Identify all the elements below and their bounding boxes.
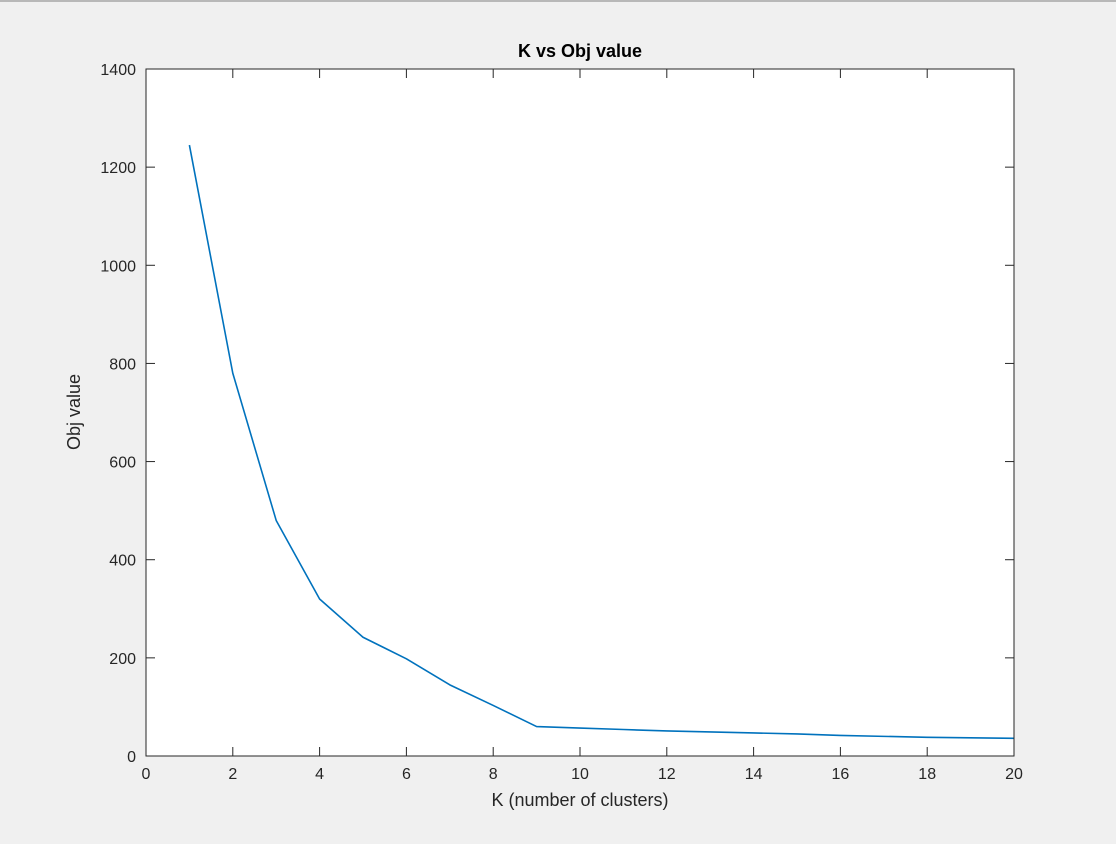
x-tick-label: 4 <box>315 766 324 783</box>
ticks-layer: 0 2 4 6 8 10 12 14 16 18 2002004006008001000120014… <box>100 62 1023 783</box>
x-tick-label: 8 <box>489 766 498 783</box>
x-tick-label: 6 <box>402 766 411 783</box>
x-tick-label: 16 <box>832 766 850 783</box>
y-tick-label: 1200 <box>100 160 136 177</box>
x-tick-label: 12 <box>658 766 676 783</box>
plot-frame <box>145 68 1015 757</box>
y-tick-label: 200 <box>109 651 136 668</box>
chart-title: K vs Obj value <box>518 41 642 61</box>
plot-area <box>146 69 1014 756</box>
series-line <box>188 144 1015 740</box>
x-axis-label: K (number of clusters) <box>491 790 668 810</box>
x-tick-label: 0 <box>142 766 151 783</box>
x-tick-label: 10 <box>571 766 589 783</box>
y-tick-label: 1000 <box>100 258 136 275</box>
x-tick-label: 14 <box>745 766 763 783</box>
y-tick-label: 1400 <box>100 62 136 79</box>
series-layer <box>188 144 1015 740</box>
x-tick-label: 2 <box>228 766 237 783</box>
y-tick-label: 0 <box>127 749 136 766</box>
y-axis-label: Obj value <box>64 374 84 450</box>
y-tick-label: 800 <box>109 356 136 373</box>
y-tick-label: 600 <box>109 455 136 472</box>
y-tick-label: 400 <box>109 553 136 570</box>
x-tick-label: 20 <box>1005 766 1023 783</box>
x-tick-label: 18 <box>918 766 936 783</box>
